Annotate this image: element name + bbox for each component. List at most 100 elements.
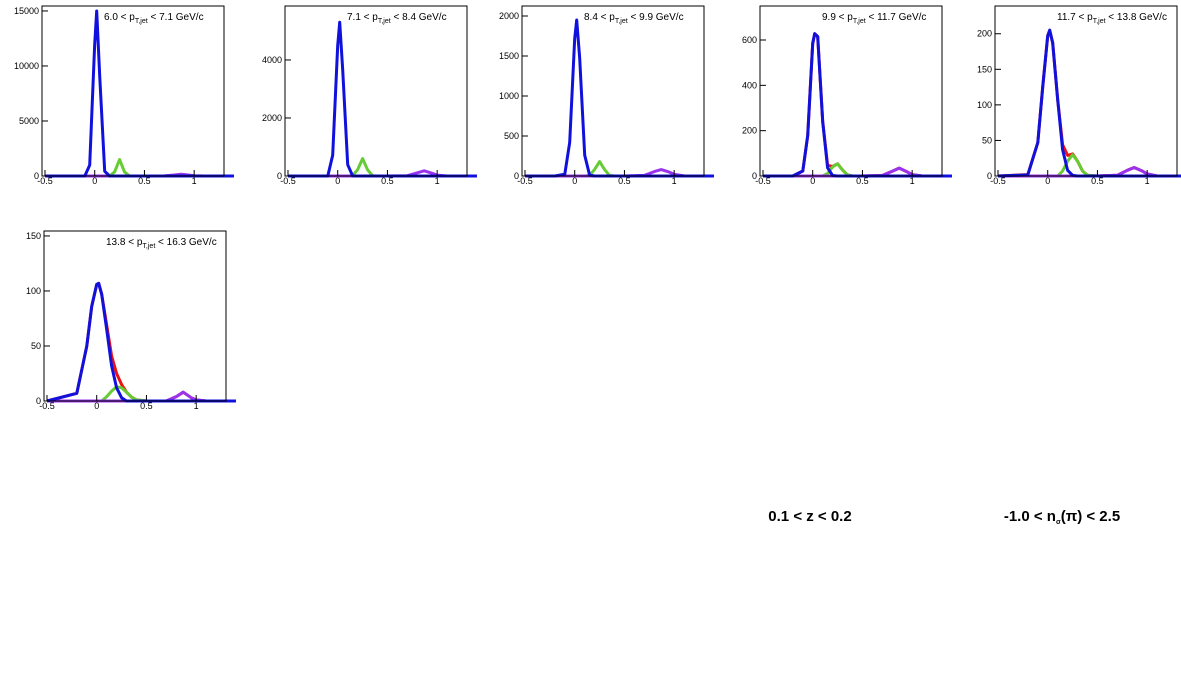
fit-curve [288, 157, 477, 178]
x-tick-label: 1 [194, 401, 199, 411]
x-tick-label: -0.5 [39, 401, 55, 411]
subscript: T,jet [853, 18, 866, 25]
y-tick-label: 100 [26, 286, 41, 296]
y-tick-label: 1500 [499, 51, 519, 61]
text-part: < 11.7 GeV/c [866, 12, 927, 23]
text-part: 13.8 < p [106, 237, 143, 248]
x-tick-label: 0 [1045, 176, 1050, 186]
y-tick-label: 0 [514, 171, 519, 181]
x-tick-label: 0.5 [381, 176, 394, 186]
y-tick-label: 150 [977, 64, 992, 74]
x-tick-label: 0.5 [618, 176, 631, 186]
text-part: < 9.9 GeV/c [628, 12, 684, 23]
text-part: < 7.1 GeV/c [148, 12, 204, 23]
x-tick-label: -0.5 [755, 176, 771, 186]
subscript: T,jet [378, 18, 391, 25]
frame [284, 5, 468, 177]
text-part: < 13.8 GeV/c [1106, 12, 1167, 23]
y-tick-label: 2000 [262, 113, 282, 123]
subscript: T,jet [1093, 18, 1106, 25]
text-part: 6.0 < p [104, 12, 135, 23]
x-tick-label: 0 [572, 176, 577, 186]
frame [759, 5, 943, 177]
subscript: σ [1056, 519, 1061, 526]
y-tick-label: 5000 [19, 116, 39, 126]
x-tick-label: 1 [1145, 176, 1150, 186]
text-part: 0.1 < z < 0.2 [768, 508, 851, 525]
y-tick-label: 400 [742, 80, 757, 90]
frame [521, 5, 705, 177]
x-tick-label: 0 [92, 176, 97, 186]
text-part: 9.9 < p [822, 12, 853, 23]
fit-curve [997, 28, 1181, 178]
fit-curve [763, 162, 952, 178]
x-tick-label: 1 [910, 176, 915, 186]
y-tick-label: 10000 [14, 61, 39, 71]
x-tick-label: 0 [94, 401, 99, 411]
fit-curve [46, 281, 236, 403]
frame [994, 5, 1178, 177]
y-tick-label: 0 [987, 171, 992, 181]
y-tick-label: 0 [277, 171, 282, 181]
y-tick-label: 1000 [499, 91, 519, 101]
x-tick-label: -0.5 [37, 176, 53, 186]
panel-title: 6.0 < pT,jet < 7.1 GeV/c [104, 12, 204, 25]
y-tick-label: 150 [26, 231, 41, 241]
x-tick-label: 0.5 [140, 401, 153, 411]
panel-title: 11.7 < pT,jet < 13.8 GeV/c [1057, 12, 1167, 25]
fit-curve [763, 32, 952, 178]
text-part: (π) < 2.5 [1061, 508, 1120, 525]
text-part: -1.0 < n [1004, 508, 1056, 525]
text-part: 7.1 < p [347, 12, 378, 23]
text-part: < 8.4 GeV/c [391, 12, 447, 23]
x-tick-label: -0.5 [280, 176, 296, 186]
text-part: < 16.3 GeV/c [155, 237, 216, 248]
panel-title: 8.4 < pT,jet < 9.9 GeV/c [584, 12, 684, 25]
y-tick-label: 4000 [262, 55, 282, 65]
subscript: T,jet [615, 18, 628, 25]
panel-title: 7.1 < pT,jet < 8.4 GeV/c [347, 12, 447, 25]
x-tick-label: 1 [435, 176, 440, 186]
y-tick-label: 200 [742, 126, 757, 136]
fit-curve [45, 158, 234, 178]
x-tick-label: -0.5 [990, 176, 1006, 186]
frame [43, 230, 227, 402]
x-tick-label: 0 [810, 176, 815, 186]
fit-curve [288, 20, 477, 178]
subscript: T,jet [142, 243, 155, 250]
y-tick-label: 0 [36, 396, 41, 406]
y-tick-label: 0 [34, 171, 39, 181]
text-part: 11.7 < p [1057, 12, 1093, 23]
y-tick-label: 2000 [499, 11, 519, 21]
panel-title: 9.9 < pT,jet < 11.7 GeV/c [822, 12, 926, 25]
fit-curve [997, 28, 1181, 178]
fit-curve [763, 32, 952, 178]
y-tick-label: 50 [982, 135, 992, 145]
fit-curve [45, 9, 234, 178]
y-tick-label: 100 [977, 100, 992, 110]
x-tick-label: -0.5 [517, 176, 533, 186]
y-tick-label: 200 [977, 29, 992, 39]
annotation: -1.0 < nσ(π) < 2.5 [1004, 508, 1120, 526]
x-tick-label: 1 [672, 176, 677, 186]
panel-title: 13.8 < pT,jet < 16.3 GeV/c [106, 237, 217, 250]
y-tick-label: 0 [752, 171, 757, 181]
y-tick-label: 600 [742, 35, 757, 45]
fit-curve [46, 281, 236, 403]
text-part: 8.4 < p [584, 12, 615, 23]
x-tick-label: 0 [335, 176, 340, 186]
fit-curve [525, 18, 714, 178]
fit-curve [525, 160, 714, 178]
y-tick-label: 50 [31, 341, 41, 351]
frame [41, 5, 225, 177]
x-tick-label: 0.5 [138, 176, 151, 186]
subscript: T,jet [135, 18, 148, 25]
y-tick-label: 500 [504, 131, 519, 141]
fit-curve [998, 153, 1181, 178]
x-tick-label: 0.5 [1091, 176, 1104, 186]
x-tick-label: 0.5 [856, 176, 869, 186]
x-tick-label: 1 [192, 176, 197, 186]
annotation: 0.1 < z < 0.2 [768, 508, 851, 525]
y-tick-label: 15000 [14, 6, 39, 16]
